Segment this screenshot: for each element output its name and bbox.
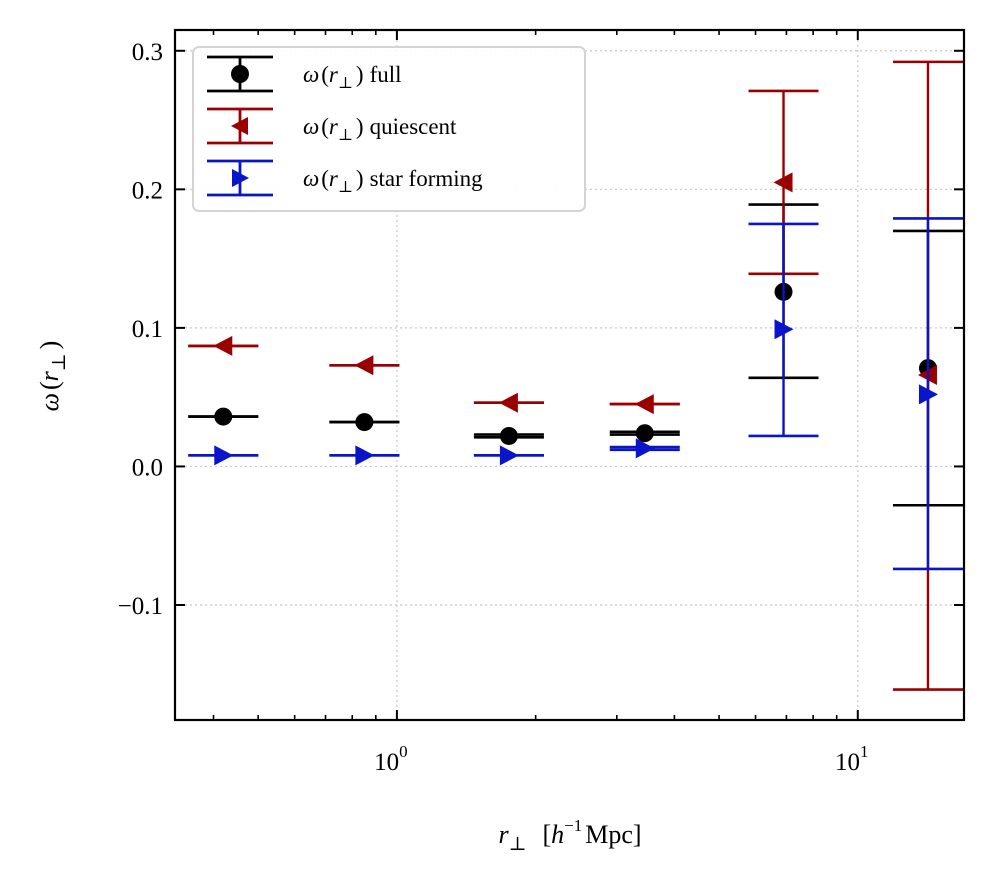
point-quiescent	[498, 392, 518, 413]
x-tick-label: 100	[374, 742, 408, 776]
point-star-forming	[774, 319, 794, 340]
y-tick-label: −0.1	[118, 593, 163, 620]
legend-entry-quiescent: ω(r⊥) quiescent	[207, 107, 457, 145]
point-star-forming	[918, 384, 938, 405]
y-tick-labels: 0.3 0.2 0.1 0.0 −0.1	[118, 39, 163, 620]
legend-box	[192, 46, 586, 212]
point-star-forming	[499, 445, 519, 466]
plot-frame	[173, 28, 966, 722]
x-tick-label: 101	[835, 742, 869, 776]
y-tick-label: 0.2	[132, 177, 163, 204]
point-quiescent	[634, 394, 654, 415]
point-full	[635, 424, 654, 443]
point-quiescent	[773, 172, 793, 193]
legend-label-full: ω(r⊥) full	[303, 62, 402, 92]
point-star-forming	[355, 445, 375, 466]
point-full	[499, 426, 518, 445]
series-layer	[188, 60, 963, 691]
point-quiescent	[213, 335, 233, 356]
point-quiescent	[354, 355, 374, 376]
point-star-forming	[214, 445, 234, 466]
x-axis-label: r⊥ [h−1 Mpc]	[498, 816, 641, 855]
y-tick-label: 0.1	[132, 316, 163, 343]
legend-marker-triangle-left	[231, 117, 248, 135]
y-tick-label: 0.3	[132, 39, 163, 66]
point-star-forming	[635, 438, 655, 459]
point-full	[214, 407, 233, 426]
legend-entry-star-forming: ω(r⊥) star forming	[207, 159, 483, 197]
legend: ω(r⊥) full ω(r⊥) quiescent ω(r⊥) star formi…	[192, 46, 586, 212]
y-tick-label: 0.0	[132, 454, 163, 481]
legend-label-quiescent: ω(r⊥) quiescent	[303, 114, 457, 144]
legend-entry-full: ω(r⊥) full	[207, 55, 402, 93]
y-axis-label: ω(r⊥)	[35, 341, 70, 412]
legend-marker-triangle-right	[232, 169, 249, 187]
legend-label-star-forming: ω(r⊥) star forming	[303, 166, 483, 196]
x-tick-labels: 100 101	[374, 742, 868, 776]
legend-marker-circle	[231, 65, 249, 83]
point-full	[355, 413, 374, 432]
